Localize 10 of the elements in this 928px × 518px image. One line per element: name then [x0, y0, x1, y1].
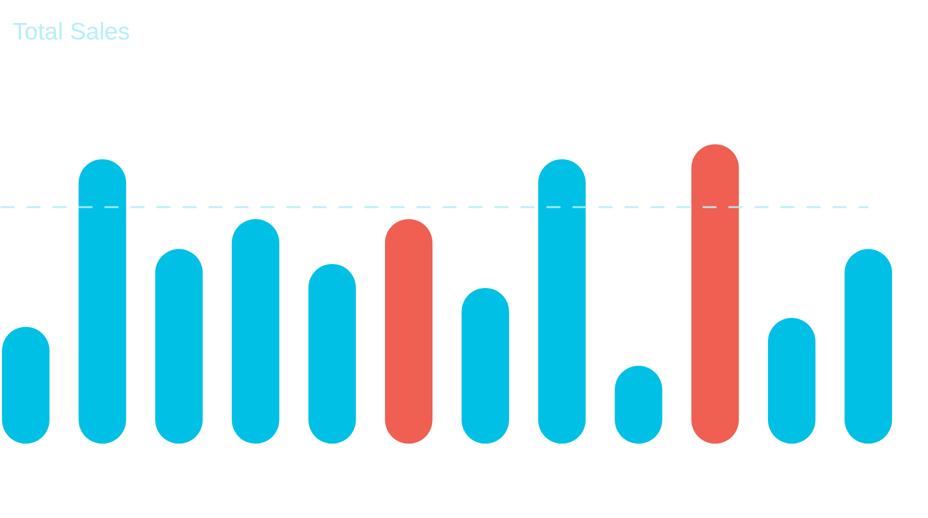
bar	[462, 288, 510, 444]
bar	[155, 249, 203, 444]
bar	[78, 159, 126, 444]
chart-title: Total Sales	[12, 18, 130, 46]
bar	[384, 219, 432, 444]
bar	[538, 159, 586, 444]
bar	[691, 144, 739, 444]
bar	[308, 264, 356, 444]
bar	[232, 219, 280, 444]
bar	[844, 249, 892, 444]
